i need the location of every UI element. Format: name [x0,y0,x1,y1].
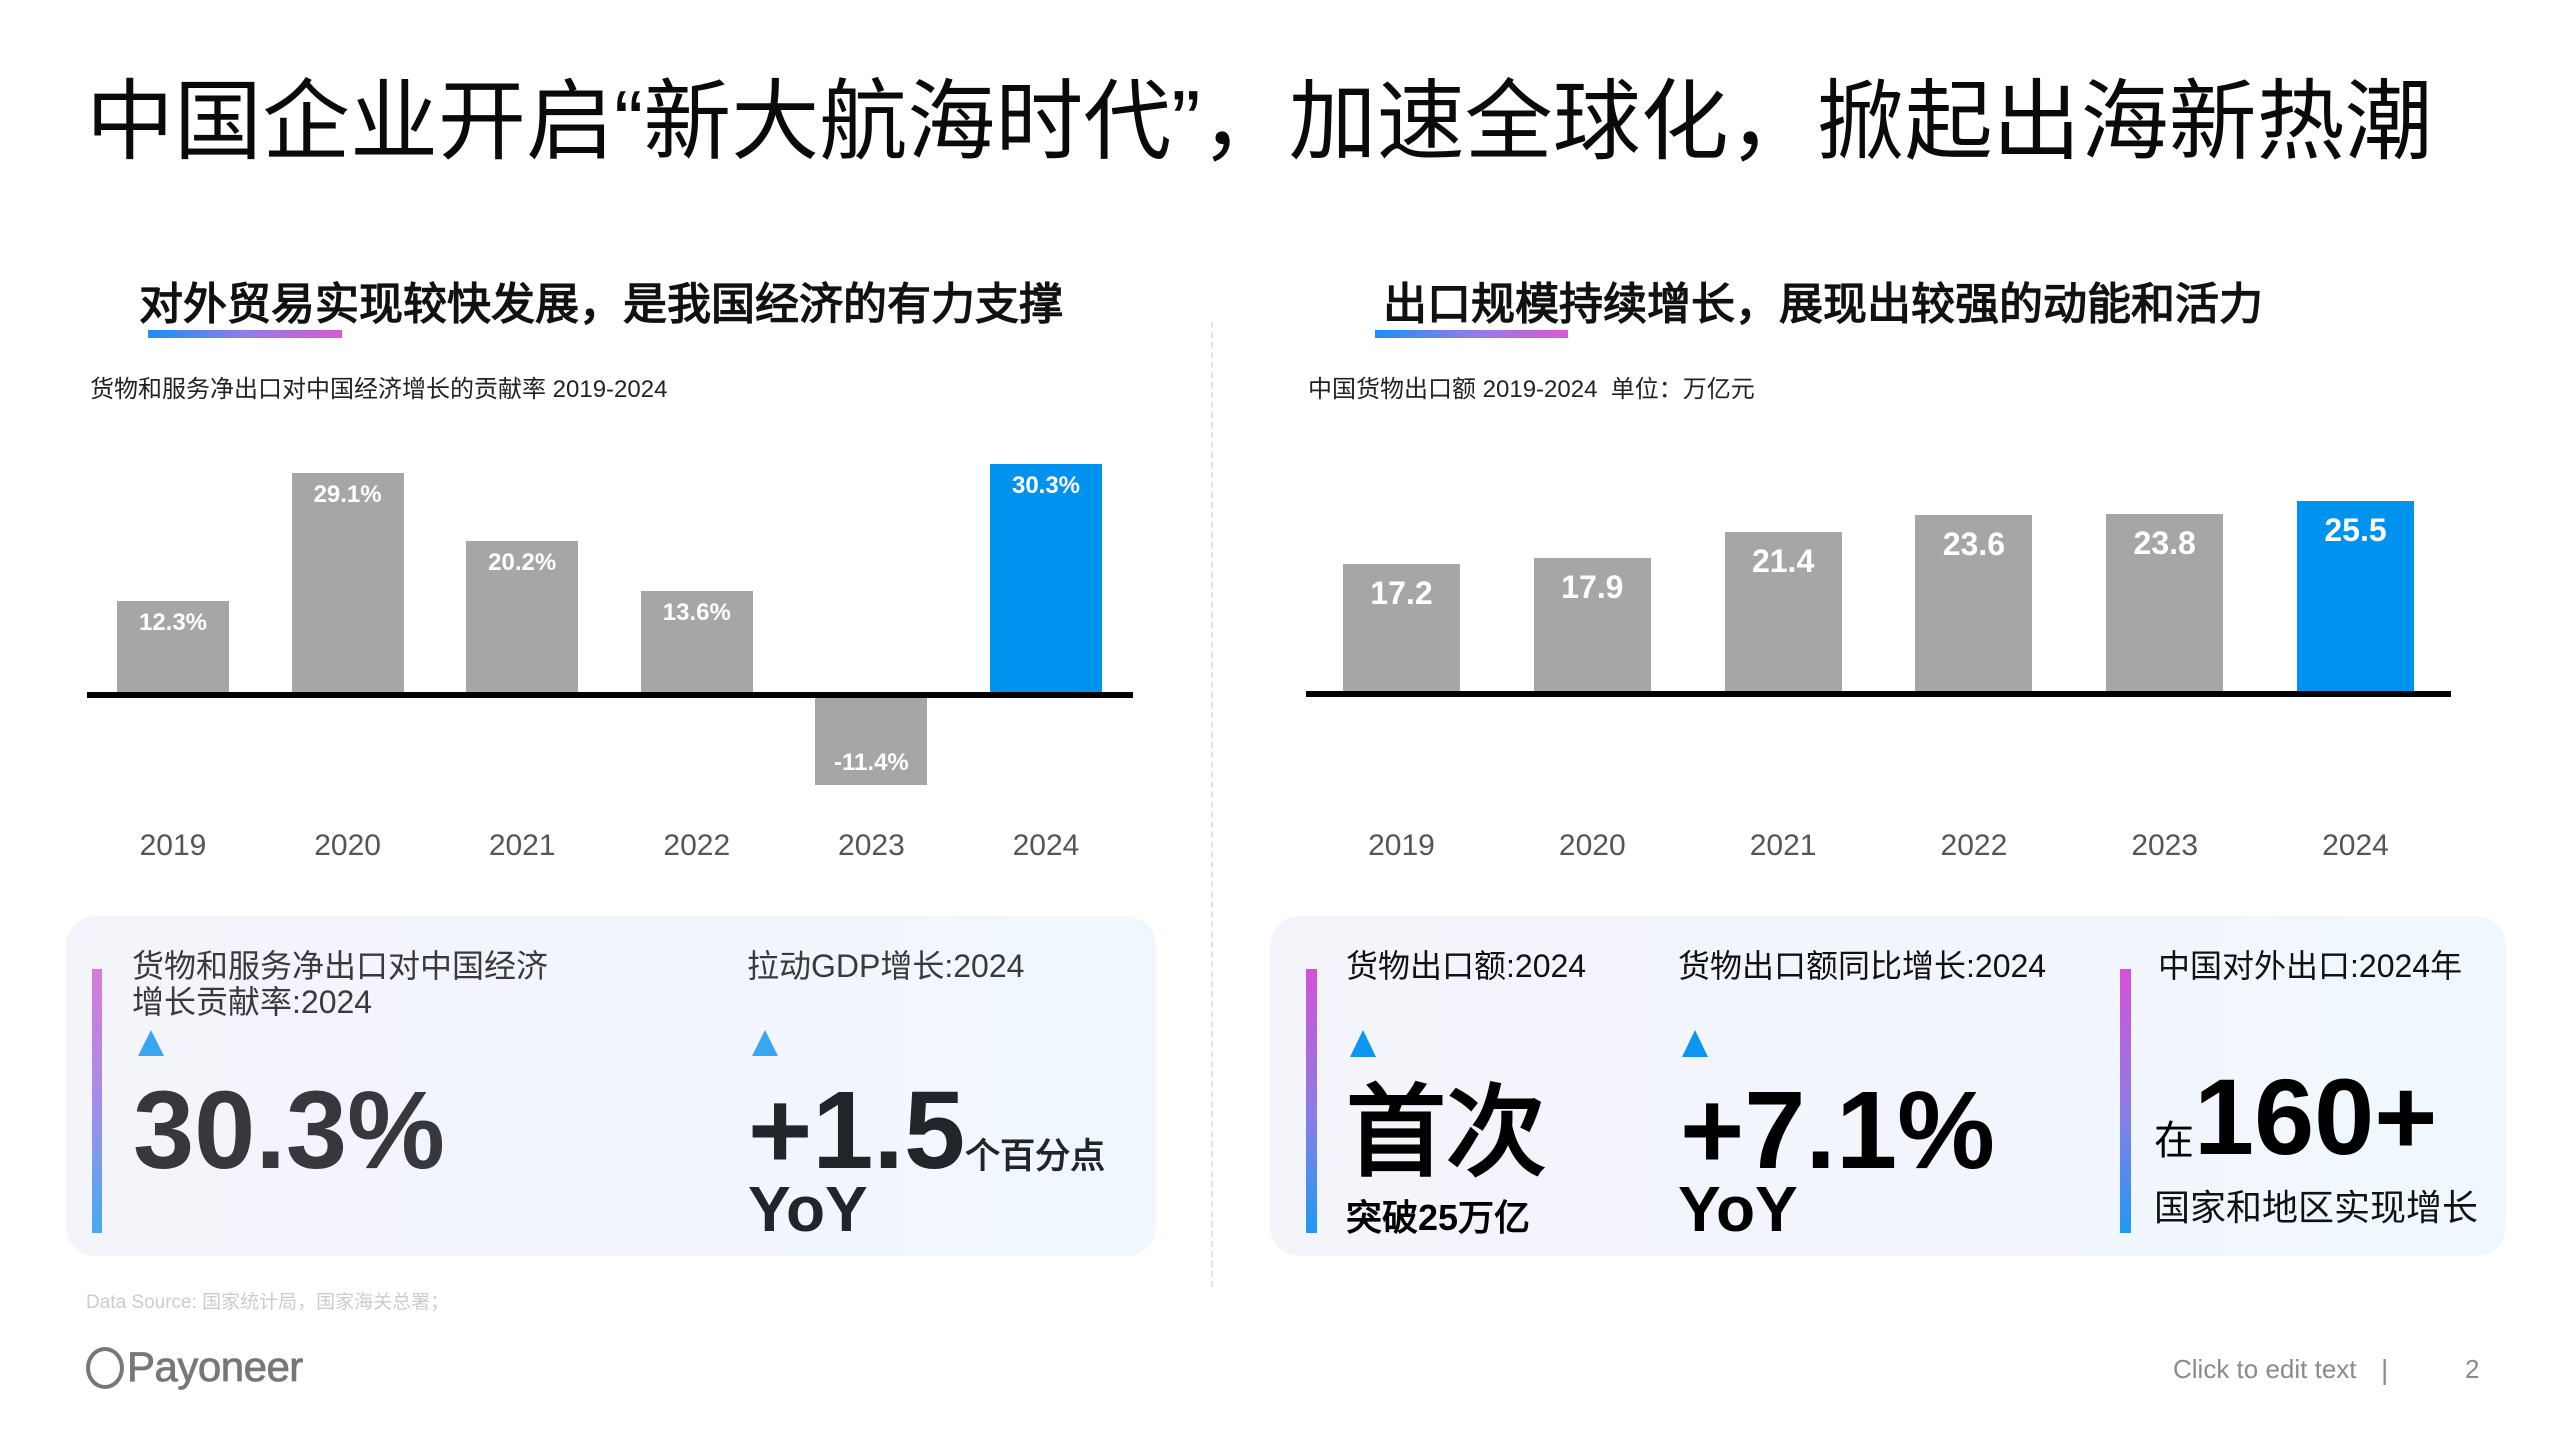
right-kpi-card: 货物出口额:2024 首次 突破25万亿 货物出口额同比增长:2024 +7.1… [1270,916,2506,1256]
kpi-value-gdp-number: +1.5 [748,1069,966,1192]
kpi-value-prefix: 在 [2154,1119,2194,1163]
bar-2020: 17.9 [1533,558,1651,694]
x-axis-tick-label: 2024 [2322,829,2389,862]
bar-value-label: 12.3% [138,609,208,637]
bar-2023: -11.4% [815,698,928,785]
bar-value-label: 20.2% [488,549,557,577]
kpi-value-export-markets: 在160+ [2154,1063,2437,1171]
edit-text-placeholder[interactable]: Click to edit text [2173,1354,2357,1384]
bar-2021: 20.2% [466,541,579,695]
x-axis-tick-label: 2022 [1940,829,2008,862]
payoneer-logo-icon [86,1347,124,1389]
bar-2023: 23.8 [2106,513,2224,694]
bar-value-label: -11.4% [834,748,909,776]
kpi-value-export-amount: 首次 [1346,1077,1546,1189]
bar-2019: 12.3% [117,601,229,695]
kpi-suffix-yoy: YoY [748,1173,868,1245]
x-axis-tick-label: 2020 [314,829,381,862]
right-chart-caption: 中国货物出口额 2019-2024 单位：万亿元 [1308,376,1755,403]
bar-value-label: 23.6 [1942,526,2006,563]
kpi-label-contribution: 货物和服务净出口对中国经济 增长贡献率:2024 [132,948,549,1020]
left-heading-underline [148,330,342,338]
data-source-note: Data Source: 国家统计局，国家海关总署； [86,1292,450,1313]
x-axis-tick-label: 2021 [1749,829,1817,862]
x-axis-tick-label: 2023 [838,829,905,862]
x-axis-tick-label: 2024 [1012,829,1080,862]
x-axis-line [87,692,1133,698]
kpi-value-export-growth: +7.1% [1680,1069,1995,1192]
x-axis-tick-label: 2022 [663,829,731,862]
bar-2022: 13.6% [640,591,753,695]
bar-value-label: 17.2 [1370,574,1433,611]
bar-2019: 17.2 [1343,563,1460,694]
x-axis-tick-label: 2019 [1368,829,1435,862]
x-axis-tick-label: 2021 [488,829,556,862]
x-axis-line [1306,691,2451,697]
bar-2021: 21.4 [1724,532,1842,694]
kpi-accent-bar [2120,969,2131,1233]
slide-title: 中国企业开启“新大航海时代”，加速全球化，掀起出海新热潮 [86,72,2433,171]
page-number: 2 [2465,1354,2480,1384]
left-panel-heading: 对外贸易实现较快发展，是我国经济的有力支撑 [139,280,1063,329]
kpi-label-gdp: 拉动GDP增长:2024 [747,948,1025,984]
contribution-bar-chart: 12.3% 2019 29.1% 2020 20.2% 2021 13.6% 2022 -11.… [87,440,1133,870]
kpi-label-export-growth: 货物出口额同比增长:2024 [1678,948,2047,984]
up-triangle-icon [138,1030,164,1056]
kpi-value-gdp-unit: 个百分点 [965,1137,1106,1176]
left-kpi-card: 货物和服务净出口对中国经济 增长贡献率:2024 30.3% 拉动GDP增长:2… [66,916,1156,1256]
kpi-label-export-amount: 货物出口额:2024 [1346,948,1587,984]
bar-2024: 30.3% [990,464,1102,695]
kpi-value-gdp: +1.5个百分点 [748,1076,1105,1186]
export-bar-chart: 17.2 2019 17.9 2020 21.4 2021 23.6 2022 23.8 2023… [1306,440,2451,870]
kpi-value-markets-number: 160+ [2194,1056,2438,1177]
up-triangle-icon [1350,1030,1376,1057]
kpi-suffix-yoy: YoY [1678,1173,1798,1245]
right-panel-heading: 出口规模持续增长，展现出较强的动能和活力 [1383,280,2263,329]
bar-value-label: 29.1% [313,481,382,509]
up-triangle-icon [1682,1030,1708,1057]
bar-value-label: 17.9 [1561,569,1624,606]
bar-value-label: 25.5 [2324,511,2387,548]
kpi-accent-bar [92,969,102,1233]
bar-value-label: 21.4 [1751,543,1815,579]
panel-divider [1211,322,1213,1287]
kpi-accent-bar [1306,969,1317,1233]
bar-value-label: 30.3% [1011,472,1081,500]
kpi-value-contribution: 30.3% [133,1069,445,1192]
kpi-subtext-export-markets: 国家和地区实现增长 [2154,1187,2479,1228]
x-axis-tick-label: 2019 [139,829,207,862]
bar-value-label: 13.6% [662,599,731,627]
left-chart-caption: 货物和服务净出口对中国经济增长的贡献率 2019-2024 [90,376,668,403]
kpi-subtext-export-amount: 突破25万亿 [1346,1197,1531,1238]
bar-2020: 29.1% [291,473,404,695]
right-heading-underline [1375,330,1568,338]
footer-separator: | [2381,1354,2389,1385]
kpi-label-export-markets: 中国对外出口:2024年 [2158,948,2463,984]
bar-2022: 23.6 [1915,515,2033,694]
x-axis-tick-label: 2023 [2131,829,2199,862]
payoneer-logo-text: Payoneer [127,1343,304,1390]
x-axis-tick-label: 2020 [1558,829,1626,862]
bar-2024: 25.5 [2297,500,2414,694]
bar-value-label: 23.8 [2133,524,2196,561]
up-triangle-icon [752,1030,778,1056]
